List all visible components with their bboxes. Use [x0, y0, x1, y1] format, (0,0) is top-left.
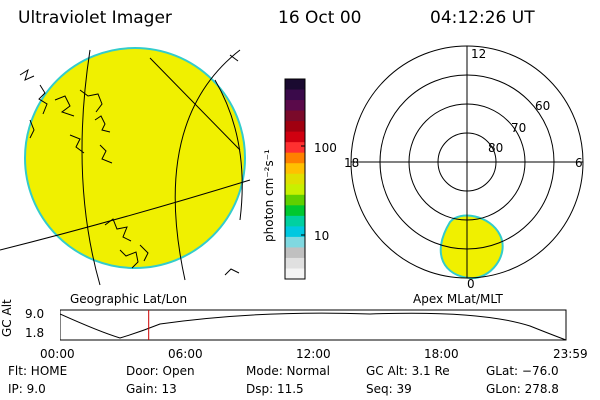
mlat-label-80: 80 — [488, 141, 503, 155]
colorbar-tick-10: 10 — [314, 229, 330, 243]
coastline — [94, 115, 111, 133]
colorbar-swatch — [285, 121, 305, 133]
time-tick-2359: 23:59 — [553, 347, 588, 361]
mlt-label-6: 6 — [575, 156, 583, 170]
timeline-ymax: 9.0 — [25, 307, 45, 321]
coastline — [54, 95, 75, 117]
colorbar-swatch — [285, 142, 305, 154]
time-tick-1800: 18:00 — [424, 347, 459, 361]
parallel-line — [0, 179, 251, 251]
glat-status: GLat: −76.0 — [486, 364, 559, 378]
altitude-timeline — [60, 309, 567, 341]
colorbar-swatch — [285, 173, 305, 185]
colorbar-swatch — [285, 131, 305, 143]
mlat-label-60: 60 — [535, 99, 550, 113]
colorbar-swatch — [285, 152, 305, 164]
coastline — [139, 244, 149, 262]
mlat-label-70: 70 — [511, 121, 526, 135]
mlt-label-18: 18 — [344, 156, 359, 170]
colorbar-swatch — [285, 184, 305, 196]
coastlines — [19, 54, 240, 276]
apex-polar-plot: 12 18 6 0 60 70 80 — [344, 45, 584, 291]
coastline — [79, 89, 103, 113]
timeline-frame — [60, 309, 567, 341]
geographic-auroral-disk — [24, 47, 246, 269]
time-tick-1200: 12:00 — [296, 347, 331, 361]
parallel-line — [214, 79, 243, 221]
colorbar-swatch — [285, 100, 305, 112]
colorbar-swatch — [285, 226, 305, 238]
colorbar-swatch — [285, 194, 305, 206]
altitude-trace — [60, 312, 567, 341]
coastline — [119, 249, 139, 269]
coastline — [104, 218, 132, 242]
colorbar-swatch — [285, 215, 305, 227]
apex-auroral-region — [439, 214, 504, 280]
time-tick-0600: 06:00 — [168, 347, 203, 361]
colorbar-tick-100: 100 — [314, 141, 337, 155]
geographic-map-label: Geographic Lat/Lon — [70, 292, 188, 306]
colorbar-swatch — [285, 163, 305, 175]
mlt-label-0: 0 — [467, 277, 475, 291]
apex-map-label: Apex MLat/MLT — [413, 292, 503, 306]
colorbar-frame — [284, 78, 306, 280]
ip-status: IP: 9.0 — [8, 382, 46, 396]
meridian-line — [81, 49, 101, 286]
geographic-grid — [0, 49, 251, 286]
door-status: Door: Open — [126, 364, 195, 378]
coastline — [29, 119, 35, 139]
meridian-line — [174, 49, 241, 281]
intensity-colorbar — [284, 78, 306, 280]
timeline-ylabel: GC Alt — [0, 299, 14, 337]
flight-status: Flt: HOME — [8, 364, 68, 378]
coastline — [224, 268, 240, 276]
gc-alt-status: GC Alt: 3.1 Re — [366, 364, 450, 378]
instrument-title: Ultraviolet Imager — [18, 8, 172, 28]
colorbar-unit-label: photon cm⁻²s⁻¹ — [262, 149, 276, 242]
coastline — [99, 144, 113, 164]
colorbar-swatch — [285, 236, 305, 248]
coastline — [38, 84, 48, 115]
mlt-label-12: 12 — [471, 47, 486, 61]
gain-status: Gain: 13 — [126, 382, 177, 396]
coastline — [19, 68, 35, 81]
glon-status: GLon: 278.8 — [486, 382, 559, 396]
coastline — [229, 54, 239, 62]
mode-status: Mode: Normal — [246, 364, 330, 378]
colorbar-swatch — [285, 110, 305, 122]
time-tick-0000: 00:00 — [40, 347, 75, 361]
observation-time: 04:12:26 UT — [430, 8, 535, 28]
colorbar-swatch — [285, 79, 305, 91]
colorbar-swatch — [285, 257, 305, 269]
observation-date: 16 Oct 00 — [278, 8, 362, 28]
timeline-ymin: 1.8 — [25, 326, 45, 340]
colorbar-swatch — [285, 205, 305, 217]
coastline — [69, 134, 85, 154]
colorbar-swatch — [285, 89, 305, 101]
colorbar-swatch — [285, 247, 305, 259]
seq-status: Seq: 39 — [366, 382, 412, 396]
geographic-map — [0, 47, 251, 286]
colorbar-swatch — [285, 268, 305, 280]
dsp-status: Dsp: 11.5 — [246, 382, 304, 396]
